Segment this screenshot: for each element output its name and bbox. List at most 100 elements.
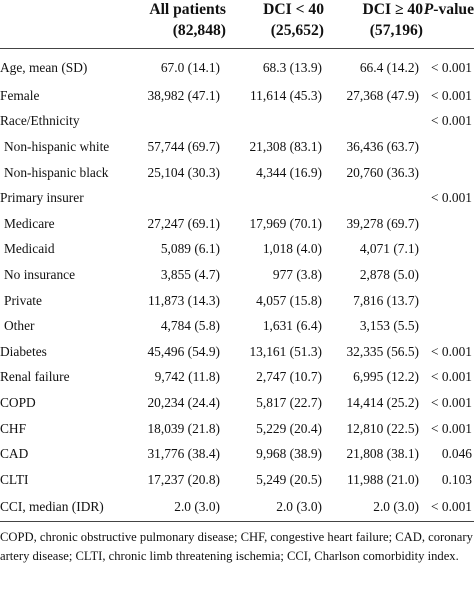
cell-p-value: < 0.001 xyxy=(430,190,472,206)
cell-all-patients: 3,855 (4.7) xyxy=(160,266,220,282)
cell-dci-low: 13,161 (51.3) xyxy=(249,343,322,359)
cell-dci-high xyxy=(330,185,423,211)
cell-p-value: < 0.001 xyxy=(430,113,472,129)
row-label: Private xyxy=(4,292,42,308)
table-row: COPD 20,234 (24.4) 5,817 (22.7) 14,414 (… xyxy=(0,390,474,416)
row-label: CHF xyxy=(0,420,27,436)
cell-dci-low: 1,018 (4.0) xyxy=(262,241,322,257)
header-dci-low-n: (25,652) xyxy=(230,21,330,49)
cell-p-value xyxy=(423,211,474,237)
cell-dci-high: 7,816 (13.7) xyxy=(353,292,419,308)
cell-dci-high: 3,153 (5.5) xyxy=(359,318,419,334)
cell-p-value: < 0.001 xyxy=(423,492,474,522)
cell-all-patients xyxy=(126,185,230,211)
cell-all-patients: 38,982 (47.1) xyxy=(147,87,220,103)
row-label: Age, mean (SD) xyxy=(0,60,88,75)
cell-dci-low: 1,631 (6.4) xyxy=(262,318,322,334)
table-row: Renal failure 9,742 (11.8) 2,747 (10.7) … xyxy=(0,365,474,391)
row-label: No insurance xyxy=(4,266,76,282)
row-label: Medicaid xyxy=(4,241,55,257)
header-p-letter: P xyxy=(423,1,434,18)
cell-dci-low: 5,817 (22.7) xyxy=(256,394,322,410)
cell-dci-high: 11,988 (21.0) xyxy=(346,471,419,487)
row-label: CAD xyxy=(0,446,29,462)
cell-all-patients: 4,784 (5.8) xyxy=(160,318,220,334)
cell-p-value xyxy=(423,288,474,314)
cell-dci-low: 977 (3.8) xyxy=(272,266,322,282)
cell-dci-high: 39,278 (69.7) xyxy=(346,215,419,231)
header-dci-high: DCI ≥ 40 xyxy=(362,1,423,18)
row-label: Female xyxy=(0,87,40,103)
cell-p-value: < 0.001 xyxy=(430,420,472,436)
cell-dci-high: 36,436 (63.7) xyxy=(346,138,419,154)
cell-p-value xyxy=(423,134,474,160)
patient-characteristics-table: All patients DCI < 40 DCI ≥ 40 P-value (… xyxy=(0,1,474,522)
cell-p-value: < 0.001 xyxy=(430,87,472,103)
cell-all-patients: 45,496 (54.9) xyxy=(147,343,220,359)
cell-dci-low: 5,249 (20.5) xyxy=(256,471,322,487)
cell-dci-high: 66.4 (14.2) xyxy=(359,60,419,75)
cell-dci-low: 5,229 (20.4) xyxy=(256,420,322,436)
row-label: Other xyxy=(4,318,35,334)
cell-p-value: < 0.001 xyxy=(430,369,472,385)
row-label: Non-hispanic white xyxy=(4,138,110,154)
cell-dci-low xyxy=(230,109,330,135)
cell-p-value: 0.046 xyxy=(441,446,472,462)
table-row: Non-hispanic white 57,744 (69.7) 21,308 … xyxy=(0,134,474,160)
cell-dci-low: 9,968 (38.9) xyxy=(256,446,322,462)
cell-all-patients: 2.0 (3.0) xyxy=(126,492,230,522)
cell-all-patients: 31,776 (38.4) xyxy=(147,446,220,462)
cell-all-patients: 11,873 (14.3) xyxy=(147,292,220,308)
row-label: Primary insurer xyxy=(0,190,84,206)
cell-all-patients: 57,744 (69.7) xyxy=(147,138,220,154)
row-label: Medicare xyxy=(4,215,55,231)
cell-dci-low: 17,969 (70.1) xyxy=(249,215,322,231)
cell-all-patients: 25,104 (30.3) xyxy=(147,164,220,180)
row-label: Non-hispanic black xyxy=(4,164,109,180)
cell-all-patients: 67.0 (14.1) xyxy=(160,60,220,75)
cell-all-patients: 9,742 (11.8) xyxy=(154,369,220,385)
header-label-column-2 xyxy=(0,21,126,49)
cell-p-value xyxy=(423,313,474,339)
row-label: Race/Ethnicity xyxy=(0,113,80,129)
table-row: Race/Ethnicity < 0.001 xyxy=(0,109,474,135)
cell-dci-low: 2,747 (10.7) xyxy=(256,369,322,385)
cell-all-patients: 27,247 (69.1) xyxy=(147,215,220,231)
cell-all-patients: 5,089 (6.1) xyxy=(160,241,220,257)
cell-dci-low xyxy=(230,185,330,211)
table-row: Non-hispanic black 25,104 (30.3) 4,344 (… xyxy=(0,160,474,186)
cell-p-value xyxy=(423,237,474,263)
table-row: Other 4,784 (5.8) 1,631 (6.4) 3,153 (5.5… xyxy=(0,313,474,339)
table-row: No insurance 3,855 (4.7) 977 (3.8) 2,878… xyxy=(0,262,474,288)
cell-p-value: < 0.001 xyxy=(430,394,472,410)
cell-dci-high: 20,760 (36.3) xyxy=(346,164,419,180)
cell-dci-high: 12,810 (22.5) xyxy=(346,420,419,436)
header-p-value-2 xyxy=(423,21,474,49)
header-p-rest: -value xyxy=(433,1,474,18)
header-all-patients: All patients xyxy=(149,1,226,18)
table-body: Age, mean (SD) 67.0 (14.1) 68.3 (13.9) 6… xyxy=(0,49,474,522)
cell-dci-low: 11,614 (45.3) xyxy=(249,87,322,103)
table-row: Primary insurer < 0.001 xyxy=(0,185,474,211)
table-row: Diabetes 45,496 (54.9) 13,161 (51.3) 32,… xyxy=(0,339,474,365)
row-label: CCI, median (IDR) xyxy=(0,492,126,522)
row-label: Renal failure xyxy=(0,369,70,385)
cell-dci-high: 27,368 (47.9) xyxy=(346,87,419,103)
header-dci-low: DCI < 40 xyxy=(263,1,324,18)
cell-dci-high: 4,071 (7.1) xyxy=(359,241,419,257)
cell-p-value: < 0.001 xyxy=(430,60,472,75)
header-dci-high-n: (57,196) xyxy=(330,21,423,49)
row-label: Diabetes xyxy=(0,343,47,359)
table-row: Female 38,982 (47.1) 11,614 (45.3) 27,36… xyxy=(0,83,474,109)
table-row: Medicaid 5,089 (6.1) 1,018 (4.0) 4,071 (… xyxy=(0,237,474,263)
cell-dci-low: 68.3 (13.9) xyxy=(262,60,322,75)
cell-dci-low: 4,344 (16.9) xyxy=(256,164,322,180)
cell-all-patients: 18,039 (21.8) xyxy=(147,420,220,436)
cell-dci-high: 32,335 (56.5) xyxy=(346,343,419,359)
cell-dci-high: 21,808 (38.1) xyxy=(346,446,419,462)
cell-all-patients: 17,237 (20.8) xyxy=(147,471,220,487)
table-row: CCI, median (IDR) 2.0 (3.0) 2.0 (3.0) 2.… xyxy=(0,492,474,522)
cell-dci-high: 2.0 (3.0) xyxy=(330,492,423,522)
cell-dci-high: 2,878 (5.0) xyxy=(359,266,419,282)
